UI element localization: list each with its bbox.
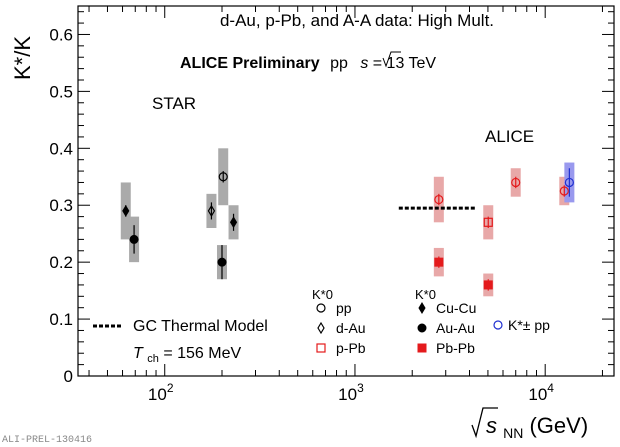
- legend-label: Pb-Pb: [436, 340, 475, 356]
- legend-marker: [316, 343, 326, 353]
- x-axis-title: s NN (GeV): [486, 413, 588, 443]
- x-tick-label: 104: [528, 381, 554, 404]
- legend: pp d-Au p-Pb Cu-Cu Au-Au Pb-Pb K*± pp: [316, 300, 550, 356]
- data-point: [129, 234, 139, 244]
- legend-k0-title-right: K*0: [415, 287, 436, 302]
- thermal-legend-label: GC Thermal Model: [133, 318, 268, 335]
- chart-subtitle: ALICE Preliminary pp s = 13 TeV: [180, 55, 436, 72]
- data-point: [483, 280, 493, 290]
- legend-marker: [417, 323, 427, 333]
- y-tick-label: 0.1: [49, 310, 73, 329]
- legend-label: Cu-Cu: [436, 300, 476, 316]
- x-title-sqrt-sign: [471, 407, 498, 439]
- legend-label: d-Au: [336, 320, 366, 336]
- legend-marker: [418, 302, 426, 314]
- y-tick-label: 0.2: [49, 253, 73, 272]
- y-axis-title: K*/K: [10, 36, 35, 80]
- chart-title: d-Au, p-Pb, and A-A data: High Mult.: [220, 11, 494, 30]
- data-point: [511, 177, 521, 188]
- data-point: [122, 204, 130, 217]
- legend-marker: [493, 320, 503, 330]
- legend-k0-title-left: K*0: [312, 287, 333, 302]
- x-tick-label: 103: [338, 381, 364, 404]
- y-tick-label: 0: [64, 367, 73, 386]
- footer-id: ALI-PREL-130416: [2, 435, 92, 446]
- y-tick-label: 0.3: [49, 196, 73, 215]
- data-point: [434, 257, 444, 267]
- data-point: [218, 172, 228, 182]
- legend-marker: [316, 303, 326, 313]
- data-point: [229, 216, 238, 229]
- y-tick-label: 0.4: [49, 139, 73, 158]
- legend-marker: [317, 321, 325, 335]
- data-layer: [120, 148, 575, 297]
- legend-label: K*± pp: [508, 317, 550, 333]
- legend-marker: [417, 343, 427, 353]
- legend-label: pp: [336, 300, 352, 316]
- star-label: STAR: [152, 94, 196, 113]
- legend-label: p-Pb: [336, 340, 366, 356]
- axes-layer: 0 0.1 0.2 0.3 0.4 0.5 0.6 102 103 104: [49, 6, 614, 404]
- legend-label: Au-Au: [436, 320, 475, 336]
- data-point: [217, 257, 227, 267]
- subtitle-sqrt-sign: [382, 51, 401, 68]
- data-point: [434, 194, 444, 205]
- y-tick-label: 0.6: [49, 25, 73, 44]
- alice-label: ALICE: [485, 127, 534, 146]
- thermal-temperature: T ch = 156 MeV: [133, 345, 241, 366]
- y-tick-label: 0.5: [49, 82, 73, 101]
- data-point: [564, 177, 574, 188]
- x-tick-label: 102: [148, 381, 174, 404]
- data-point: [483, 217, 493, 227]
- data-point: [207, 204, 216, 218]
- data-point: [559, 186, 569, 196]
